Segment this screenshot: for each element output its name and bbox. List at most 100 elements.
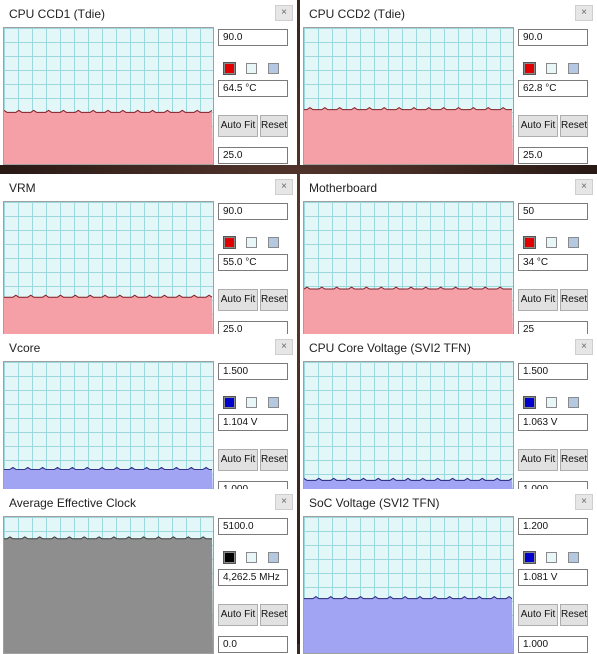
current-value-field: 34 °C: [518, 254, 588, 271]
graph-value-line: [4, 294, 213, 298]
line-color-swatch[interactable]: [223, 551, 236, 564]
current-value-field: 1.104 V: [218, 414, 288, 431]
reset-button[interactable]: Reset: [560, 115, 588, 137]
graph-controls: 90.0 64.5 °C Auto Fit Reset 25.0: [217, 27, 293, 165]
sensor-graph: [3, 27, 214, 165]
background-color-swatch[interactable]: [546, 237, 557, 248]
panel-title: Vcore: [9, 341, 41, 355]
grid-color-swatch[interactable]: [568, 237, 579, 248]
close-panel-button[interactable]: ×: [575, 5, 593, 21]
panel-titlebar: Vcore ×: [0, 334, 297, 361]
close-panel-button[interactable]: ×: [575, 339, 593, 355]
max-value-field[interactable]: 90.0: [218, 203, 288, 220]
graph-value-line: [304, 477, 513, 481]
min-value-field[interactable]: 0.0: [218, 636, 288, 653]
graph-fill-area: [4, 295, 213, 338]
line-color-swatch[interactable]: [223, 236, 236, 249]
sensor-panel: CPU CCD2 (Tdie) × 90.0 62.8 °C Auto Fit …: [300, 0, 597, 165]
grid-color-swatch[interactable]: [568, 397, 579, 408]
reset-button[interactable]: Reset: [260, 289, 288, 311]
graph-fill-area: [304, 107, 513, 164]
sensor-graph: [303, 201, 514, 339]
graph-value-line: [304, 596, 513, 600]
background-color-swatch[interactable]: [546, 63, 557, 74]
graph-value-line: [4, 466, 213, 470]
auto-fit-button[interactable]: Auto Fit: [218, 449, 258, 471]
panel-titlebar: Motherboard ×: [300, 174, 597, 201]
background-color-swatch[interactable]: [246, 397, 257, 408]
close-panel-button[interactable]: ×: [575, 494, 593, 510]
grid-color-swatch[interactable]: [268, 397, 279, 408]
close-panel-button[interactable]: ×: [275, 494, 293, 510]
max-value-field[interactable]: 1.500: [218, 363, 288, 380]
max-value-field[interactable]: 50: [518, 203, 588, 220]
auto-fit-button[interactable]: Auto Fit: [218, 115, 258, 137]
line-color-swatch[interactable]: [523, 551, 536, 564]
auto-fit-button[interactable]: Auto Fit: [518, 604, 558, 626]
max-value-field[interactable]: 5100.0: [218, 518, 288, 535]
reset-button[interactable]: Reset: [560, 289, 588, 311]
background-color-swatch[interactable]: [546, 552, 557, 563]
current-value-field: 1.081 V: [518, 569, 588, 586]
sensor-panel: Vcore × 1.500 1.104 V Auto Fit Reset 1.0…: [0, 334, 297, 499]
background-color-swatch[interactable]: [246, 237, 257, 248]
grid-color-swatch[interactable]: [268, 63, 279, 74]
reset-button[interactable]: Reset: [560, 604, 588, 626]
min-value-field[interactable]: 25.0: [518, 147, 588, 164]
graph-value-line: [4, 536, 213, 540]
auto-fit-button[interactable]: Auto Fit: [218, 289, 258, 311]
max-value-field[interactable]: 90.0: [218, 29, 288, 46]
max-value-field[interactable]: 90.0: [518, 29, 588, 46]
reset-button[interactable]: Reset: [260, 604, 288, 626]
sensor-graph: [303, 27, 514, 165]
current-value-field: 4,262.5 MHz: [218, 569, 288, 586]
line-color-swatch[interactable]: [523, 236, 536, 249]
panel-title: VRM: [9, 181, 36, 195]
reset-button[interactable]: Reset: [260, 449, 288, 471]
auto-fit-button[interactable]: Auto Fit: [518, 289, 558, 311]
max-value-field[interactable]: 1.500: [518, 363, 588, 380]
min-value-field[interactable]: 1.000: [518, 636, 588, 653]
background-color-swatch[interactable]: [246, 552, 257, 563]
min-value-field[interactable]: 25.0: [218, 147, 288, 164]
sensor-panel: CPU CCD1 (Tdie) × 90.0 64.5 °C Auto Fit …: [0, 0, 297, 165]
grid-color-swatch[interactable]: [268, 237, 279, 248]
auto-fit-button[interactable]: Auto Fit: [218, 604, 258, 626]
graph-fill-area: [4, 536, 213, 653]
max-value-field[interactable]: 1.200: [518, 518, 588, 535]
graph-fill-area: [304, 596, 513, 653]
auto-fit-button[interactable]: Auto Fit: [518, 115, 558, 137]
graph-area: [304, 596, 513, 653]
line-color-swatch[interactable]: [223, 396, 236, 409]
current-value-field: 55.0 °C: [218, 254, 288, 271]
auto-fit-button[interactable]: Auto Fit: [518, 449, 558, 471]
current-value-field: 64.5 °C: [218, 80, 288, 97]
panel-titlebar: VRM ×: [0, 174, 297, 201]
close-panel-button[interactable]: ×: [275, 5, 293, 21]
grid-color-swatch[interactable]: [268, 552, 279, 563]
line-color-swatch[interactable]: [223, 62, 236, 75]
graph-controls: 1.200 1.081 V Auto Fit Reset 1.000: [517, 516, 593, 654]
current-value-field: 1.063 V: [518, 414, 588, 431]
graph-controls: 90.0 55.0 °C Auto Fit Reset 25.0: [217, 201, 293, 339]
sensor-graph: [303, 361, 514, 499]
line-color-swatch[interactable]: [523, 62, 536, 75]
close-panel-button[interactable]: ×: [275, 179, 293, 195]
reset-button[interactable]: Reset: [260, 115, 288, 137]
graph-area: [304, 107, 513, 164]
background-color-swatch[interactable]: [546, 397, 557, 408]
panel-titlebar: CPU Core Voltage (SVI2 TFN) ×: [300, 334, 597, 361]
graph-area: [4, 294, 213, 338]
close-panel-button[interactable]: ×: [575, 179, 593, 195]
reset-button[interactable]: Reset: [560, 449, 588, 471]
line-color-swatch[interactable]: [523, 396, 536, 409]
graph-area: [4, 109, 213, 164]
panel-titlebar: Average Effective Clock ×: [0, 489, 297, 516]
background-color-swatch[interactable]: [246, 63, 257, 74]
graph-value-line: [4, 109, 213, 113]
graph-controls: 1.500 1.063 V Auto Fit Reset 1.000: [517, 361, 593, 499]
close-panel-button[interactable]: ×: [275, 339, 293, 355]
grid-color-swatch[interactable]: [568, 552, 579, 563]
grid-color-swatch[interactable]: [568, 63, 579, 74]
sensor-graph: [303, 516, 514, 654]
